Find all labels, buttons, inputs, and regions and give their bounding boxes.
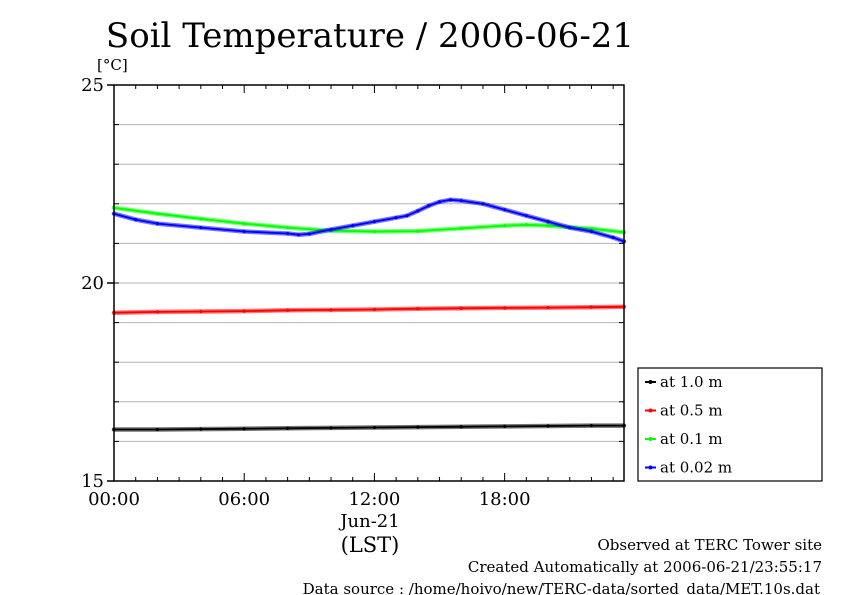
data-point xyxy=(286,231,290,236)
data-point xyxy=(372,220,377,224)
data-point xyxy=(394,216,398,220)
data-point xyxy=(437,200,442,204)
data-point xyxy=(611,235,615,240)
data-point xyxy=(546,220,550,224)
x-date-label: Jun-21 xyxy=(338,511,399,532)
x-tick-label: 06:00 xyxy=(218,489,270,510)
data-point xyxy=(307,232,311,236)
data-point xyxy=(286,426,290,430)
legend-label: at 1.0 m xyxy=(660,373,723,391)
data-point xyxy=(296,233,301,237)
data-point xyxy=(589,423,594,428)
data-point xyxy=(372,307,377,312)
y-unit-label: [°C] xyxy=(97,56,128,74)
x-tick-label: 18:00 xyxy=(479,489,531,510)
data-point xyxy=(503,424,507,428)
data-point xyxy=(416,209,420,213)
data-point xyxy=(524,223,528,227)
data-point xyxy=(199,427,203,431)
data-point xyxy=(524,214,528,218)
data-point xyxy=(286,308,290,312)
series-line xyxy=(113,198,625,243)
data-point xyxy=(199,309,203,314)
legend-marker xyxy=(648,380,653,384)
data-point xyxy=(416,425,420,429)
data-point xyxy=(242,309,246,313)
data-point xyxy=(503,306,507,310)
legend-label: at 0.02 m xyxy=(660,459,732,477)
data-point xyxy=(372,229,377,234)
data-point xyxy=(134,218,138,222)
data-point xyxy=(459,226,463,230)
legend-label: at 0.1 m xyxy=(660,430,723,448)
data-point xyxy=(242,427,246,431)
x-tick-label: 12:00 xyxy=(348,489,400,510)
data-point xyxy=(405,214,409,218)
grid-lines xyxy=(114,124,624,442)
data-point xyxy=(416,229,420,233)
x-tick-label: 00:00 xyxy=(88,489,140,510)
data-point xyxy=(155,427,160,432)
data-point xyxy=(546,223,550,228)
data-point xyxy=(448,198,452,202)
footer-source: Data source : /home/hoivo/new/TERC-data/… xyxy=(303,580,820,595)
footer-observed: Observed at TERC Tower site xyxy=(597,536,822,554)
data-point xyxy=(503,223,507,228)
data-point xyxy=(242,222,246,226)
data-point xyxy=(546,424,550,428)
data-point xyxy=(199,225,203,230)
axes: 15 20 25 00:00 06:00 12:00 18:00 xyxy=(81,75,625,510)
footer-created: Created Automatically at 2006-06-21/23:5… xyxy=(468,558,822,576)
x-axis-label: (LST) xyxy=(341,533,400,557)
data-point xyxy=(546,305,550,310)
data-point xyxy=(503,208,507,212)
legend-box xyxy=(637,367,823,482)
data-point xyxy=(372,425,377,430)
data-point xyxy=(286,225,290,230)
data-point xyxy=(329,426,333,430)
data-point xyxy=(589,305,594,309)
data-point xyxy=(568,225,572,230)
legend-marker xyxy=(648,437,653,441)
series-lines xyxy=(111,197,627,432)
data-point xyxy=(242,229,246,234)
data-point xyxy=(459,199,463,203)
data-point xyxy=(416,307,420,311)
data-point xyxy=(459,425,463,429)
data-point xyxy=(155,222,160,226)
data-point xyxy=(155,212,160,216)
legend-label: at 0.5 m xyxy=(660,402,723,420)
y-tick-label: 25 xyxy=(81,75,104,96)
data-point xyxy=(589,229,594,234)
y-tick-label: 20 xyxy=(81,273,104,294)
data-point xyxy=(199,217,203,221)
data-point xyxy=(351,223,355,228)
data-point xyxy=(481,202,485,206)
series-line xyxy=(113,206,625,234)
data-point xyxy=(459,306,463,310)
data-point xyxy=(329,308,333,312)
legend-marker xyxy=(648,465,653,470)
data-point xyxy=(329,227,333,232)
chart-title: Soil Temperature / 2006-06-21 xyxy=(106,16,634,56)
data-point xyxy=(427,204,431,208)
data-point xyxy=(155,310,160,314)
y-tick-label: 15 xyxy=(81,471,104,492)
legend: at 1.0 m at 0.5 m at 0.1 m at 0.02 m xyxy=(637,367,823,482)
legend-marker xyxy=(648,408,653,413)
